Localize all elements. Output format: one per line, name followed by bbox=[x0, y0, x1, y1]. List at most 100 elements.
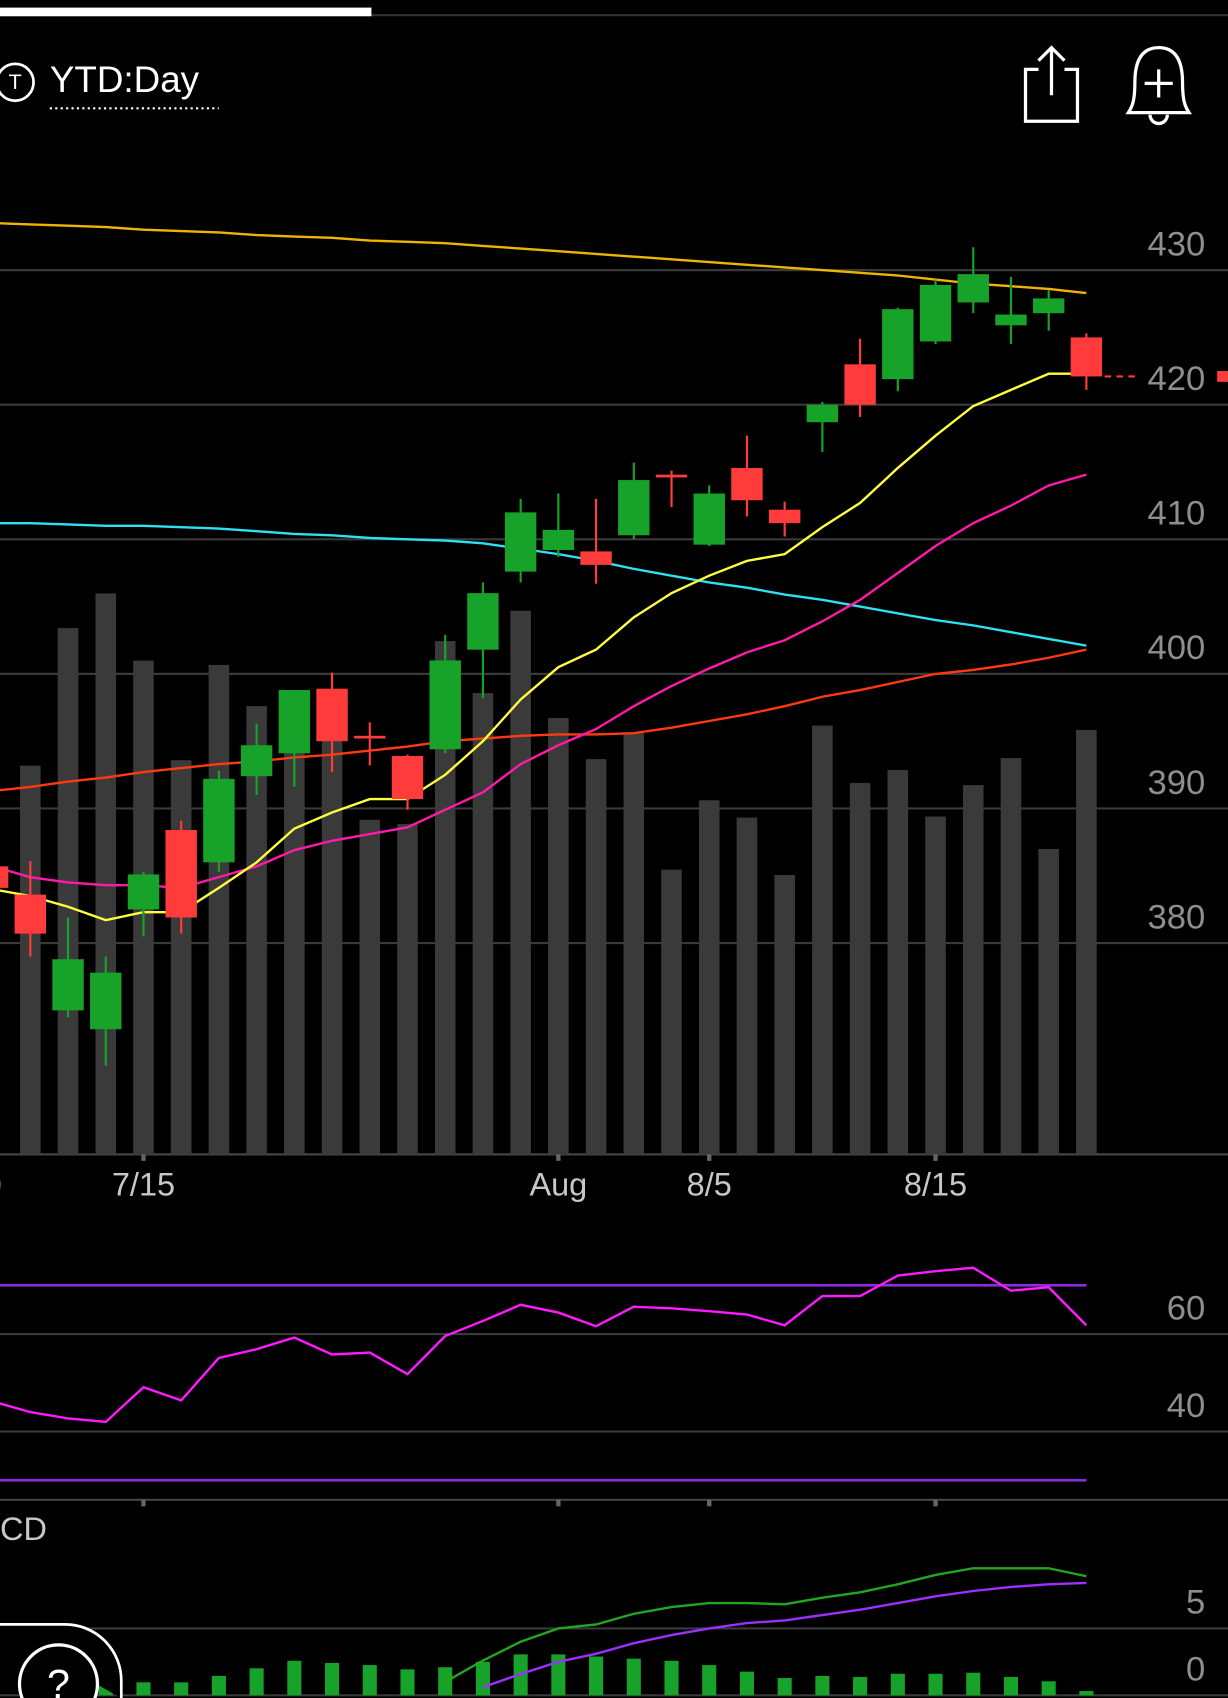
y-tick-label: 420 bbox=[1147, 360, 1205, 398]
share-arrow bbox=[1037, 45, 1066, 96]
volume-bar bbox=[208, 664, 230, 1155]
panel-title: CD bbox=[0, 1511, 47, 1547]
y-tick-label: 430 bbox=[1147, 225, 1205, 263]
volume-bar bbox=[20, 765, 41, 1155]
volume-bar bbox=[548, 717, 569, 1155]
candle-body bbox=[919, 284, 952, 342]
moving-average-line bbox=[0, 648, 1087, 792]
histogram-bar bbox=[475, 1661, 490, 1696]
volume-bar bbox=[887, 769, 909, 1155]
share-button[interactable] bbox=[1023, 45, 1080, 123]
histogram-bar bbox=[211, 1675, 226, 1696]
candle-body bbox=[882, 309, 914, 380]
histogram-bar bbox=[589, 1656, 604, 1696]
histogram-bar bbox=[853, 1676, 868, 1696]
candle-body bbox=[316, 688, 348, 742]
candle-body bbox=[504, 512, 537, 572]
volume-bar bbox=[397, 824, 418, 1155]
histogram-bar bbox=[815, 1675, 830, 1696]
y-tick-label: 400 bbox=[1147, 629, 1205, 667]
volume-bar bbox=[1038, 849, 1059, 1155]
timeframe-selector[interactable]: T YTD:Day bbox=[0, 59, 219, 110]
y-tick-label: 410 bbox=[1147, 495, 1205, 533]
candle-body bbox=[0, 866, 9, 888]
candle-body bbox=[278, 690, 311, 754]
histogram-bar bbox=[702, 1665, 717, 1696]
histogram-bar bbox=[287, 1660, 302, 1696]
volume-bar bbox=[472, 693, 494, 1155]
volume-bar bbox=[57, 628, 79, 1155]
candle-body bbox=[806, 404, 839, 423]
candle-body bbox=[52, 959, 84, 1011]
candle-body bbox=[731, 467, 763, 501]
volume-bar bbox=[1076, 729, 1097, 1155]
y-tick-label: 380 bbox=[1147, 898, 1205, 936]
volume-bar bbox=[812, 725, 833, 1155]
moving-average-line bbox=[0, 222, 1087, 295]
volume-bar bbox=[510, 610, 531, 1155]
y-tick-label: 0 bbox=[1186, 1651, 1205, 1689]
indicator-line bbox=[0, 1266, 1088, 1424]
candle-body bbox=[90, 972, 122, 1030]
bell-plus bbox=[1144, 69, 1173, 98]
candle-body bbox=[127, 874, 160, 910]
progress-bar bbox=[0, 7, 372, 17]
moving-average-line bbox=[0, 372, 1087, 922]
histogram-bar bbox=[890, 1673, 905, 1696]
volume-bar bbox=[774, 874, 795, 1155]
volume-bar bbox=[736, 817, 758, 1155]
share-box bbox=[1023, 67, 1080, 123]
histogram-bar bbox=[551, 1654, 566, 1696]
candle-body bbox=[693, 493, 725, 545]
candle-body bbox=[429, 660, 461, 750]
histogram-bar bbox=[98, 1684, 113, 1696]
moving-average-line bbox=[0, 521, 1087, 647]
candle-body bbox=[391, 755, 424, 800]
volume-bar bbox=[1000, 758, 1022, 1155]
y-tick-label: 390 bbox=[1147, 764, 1205, 802]
ticker-icon-letter: T bbox=[9, 69, 22, 94]
alert-button[interactable] bbox=[1125, 46, 1193, 126]
volume-bar bbox=[321, 688, 343, 1155]
y-tick-label: 5 bbox=[1186, 1584, 1205, 1622]
histogram-bar bbox=[249, 1668, 264, 1696]
ticker-icon bbox=[0, 62, 35, 103]
volume-bar bbox=[925, 816, 946, 1155]
timeframe-label: YTD:Day bbox=[50, 59, 200, 100]
y-tick-label: 60 bbox=[1167, 1289, 1206, 1327]
candle-body bbox=[844, 364, 876, 405]
histogram-bar bbox=[136, 1682, 151, 1696]
candle-body bbox=[542, 529, 575, 551]
candle-body bbox=[580, 551, 612, 565]
bell bbox=[1125, 46, 1193, 115]
candle-body bbox=[354, 735, 386, 739]
help-label: ? bbox=[47, 1661, 70, 1698]
histogram-bar bbox=[325, 1662, 340, 1696]
histogram-bar bbox=[1041, 1681, 1056, 1696]
macd-plot bbox=[23, 1567, 1094, 1696]
histogram-bar bbox=[626, 1658, 641, 1696]
volume-bar bbox=[246, 706, 267, 1155]
candle-body bbox=[655, 474, 688, 478]
x-tick-label: 8/5 bbox=[687, 1166, 732, 1202]
candle-body bbox=[14, 894, 47, 934]
x-tick-label: Aug bbox=[529, 1166, 587, 1202]
histogram-bar bbox=[777, 1678, 792, 1696]
volume-bar bbox=[359, 819, 381, 1155]
volume-bar bbox=[698, 800, 720, 1155]
x-tick-label: 7/15 bbox=[112, 1166, 175, 1202]
candle-body bbox=[1032, 298, 1065, 314]
candle-body bbox=[1070, 337, 1103, 377]
macd-line bbox=[482, 1581, 1087, 1689]
histogram-bar bbox=[174, 1682, 189, 1696]
candle-body bbox=[203, 778, 235, 863]
candle-body bbox=[467, 593, 499, 650]
histogram-bar bbox=[1079, 1691, 1094, 1696]
x-tick-label: 8/15 bbox=[904, 1166, 967, 1202]
volume-bar bbox=[962, 785, 984, 1155]
candle-body bbox=[768, 509, 801, 524]
volume-bar bbox=[585, 759, 607, 1155]
help-button[interactable]: ? bbox=[0, 1622, 123, 1698]
